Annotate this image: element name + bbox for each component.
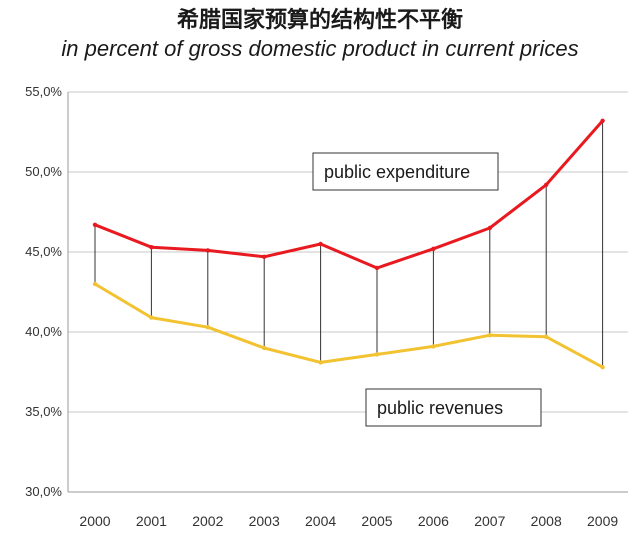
data-point (149, 315, 154, 320)
annotation-label: public revenues (377, 398, 503, 418)
data-point (431, 344, 436, 349)
data-point (205, 248, 210, 253)
y-tick-label: 40,0% (25, 324, 62, 339)
data-point (262, 254, 267, 259)
data-point (487, 333, 492, 338)
data-point (487, 225, 492, 231)
data-point (92, 281, 98, 287)
data-point (600, 118, 605, 124)
data-point (262, 345, 267, 351)
x-tick-label: 2008 (531, 513, 562, 529)
data-point (92, 222, 98, 227)
y-tick-label: 35,0% (25, 404, 62, 419)
x-tick-label: 2009 (587, 513, 618, 529)
data-point (318, 360, 323, 365)
annotation-label: public expenditure (324, 162, 470, 182)
y-tick-label: 45,0% (25, 244, 62, 259)
chart-subtitle: in percent of gross domestic product in … (61, 36, 579, 61)
y-tick-label: 30,0% (25, 484, 62, 499)
data-point (431, 246, 436, 251)
data-point (149, 245, 154, 250)
annotation-box (312, 152, 499, 191)
data-point (374, 352, 380, 357)
x-tick-label: 2005 (361, 513, 392, 529)
data-point (318, 241, 323, 247)
x-tick-label: 2000 (79, 513, 110, 529)
data-point (374, 265, 380, 271)
x-tick-label: 2001 (136, 513, 167, 529)
data-point (600, 365, 605, 370)
series-line-1 (93, 282, 605, 369)
x-tick-label: 2003 (249, 513, 280, 529)
x-tick-label: 2007 (474, 513, 505, 529)
chart-title: 希腊国家预算的结构性不平衡 (176, 8, 463, 33)
y-tick-label: 50,0% (25, 164, 62, 179)
series-line-0 (93, 119, 605, 270)
data-point (544, 334, 549, 339)
data-point (205, 325, 210, 330)
annotation-box (365, 388, 542, 427)
y-tick-label: 55,0% (25, 84, 62, 99)
x-tick-label: 2002 (192, 513, 223, 529)
x-tick-label: 2004 (305, 513, 336, 529)
data-point (544, 182, 549, 187)
x-tick-label: 2006 (418, 513, 449, 529)
